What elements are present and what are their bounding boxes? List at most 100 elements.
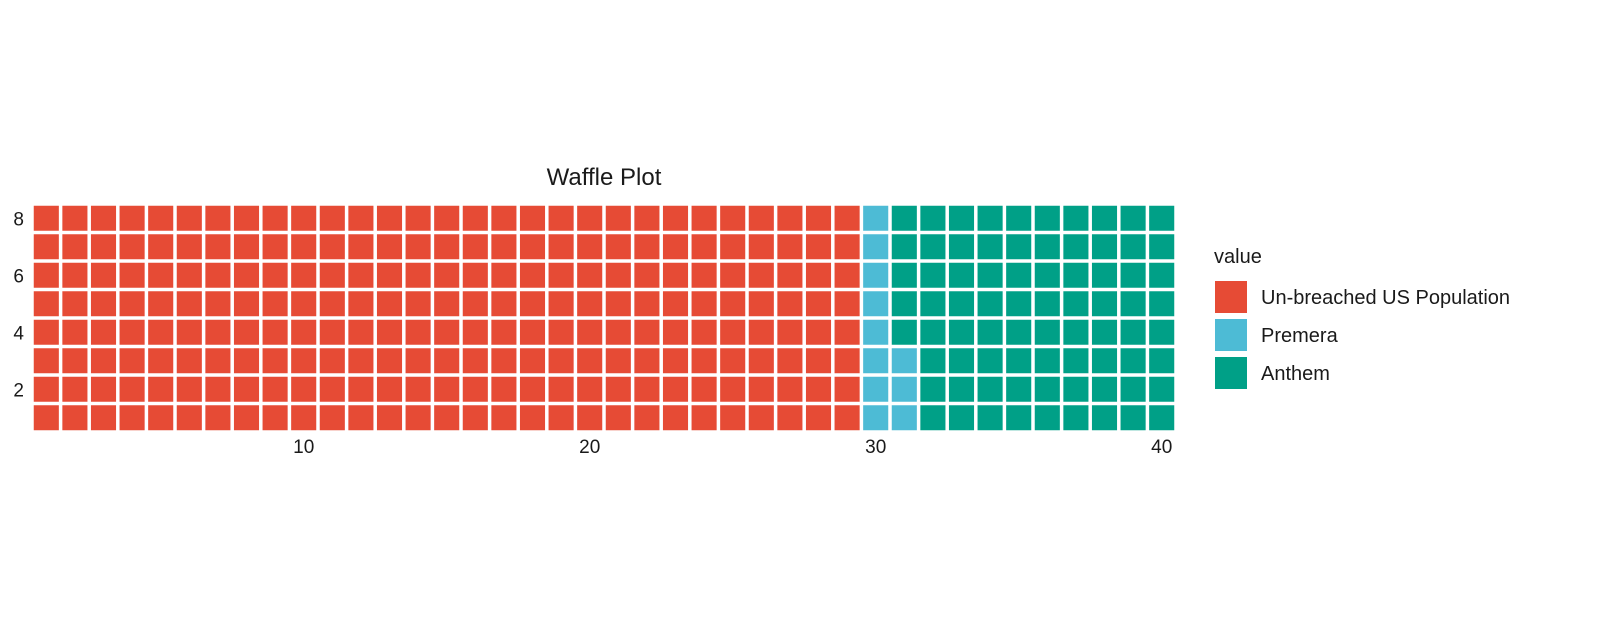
- waffle-cell: [262, 319, 288, 345]
- waffle-cell: [977, 405, 1003, 431]
- waffle-cell: [519, 234, 546, 260]
- waffle-cell: [748, 291, 774, 317]
- waffle-cell: [548, 234, 574, 260]
- waffle-cell: [119, 376, 145, 402]
- chart-title: Waffle Plot: [547, 164, 662, 191]
- waffle-cell: [634, 405, 660, 431]
- waffle-cell: [1006, 405, 1032, 431]
- waffle-cell: [977, 234, 1003, 260]
- waffle-cell: [777, 205, 803, 231]
- waffle-cell: [948, 262, 975, 288]
- waffle-cell: [1034, 319, 1060, 345]
- waffle-cell: [720, 205, 746, 231]
- waffle-cell: [605, 234, 631, 260]
- waffle-cell: [62, 348, 88, 374]
- waffle-cell: [1091, 291, 1118, 317]
- waffle-cell: [691, 291, 717, 317]
- waffle-cell: [119, 262, 145, 288]
- waffle-cell: [205, 205, 231, 231]
- waffle-cell: [90, 376, 117, 402]
- waffle-cell: [920, 262, 946, 288]
- waffle-cell: [119, 234, 145, 260]
- waffle-cell: [319, 348, 345, 374]
- waffle-cell: [90, 262, 117, 288]
- waffle-cell: [205, 319, 231, 345]
- y-tick-label: 8: [13, 209, 24, 230]
- waffle-cell: [1120, 376, 1146, 402]
- waffle-cell: [176, 348, 202, 374]
- waffle-cell: [262, 234, 288, 260]
- waffle-cells: [33, 205, 1175, 431]
- waffle-cell: [434, 376, 460, 402]
- waffle-cell: [662, 205, 689, 231]
- waffle-cell: [834, 291, 860, 317]
- waffle-cell: [1149, 319, 1175, 345]
- waffle-cell: [519, 405, 546, 431]
- waffle-cell: [348, 348, 374, 374]
- waffle-cell: [834, 376, 860, 402]
- waffle-cell: [1034, 348, 1060, 374]
- x-tick-label: 30: [865, 437, 886, 458]
- legend-label: Anthem: [1261, 363, 1330, 385]
- waffle-cell: [291, 205, 317, 231]
- waffle-cell: [119, 348, 145, 374]
- waffle-cell: [348, 376, 374, 402]
- waffle-cell: [548, 319, 574, 345]
- waffle-cell: [577, 234, 603, 260]
- legend-item: Un-breached US Population: [1215, 281, 1510, 313]
- waffle-cell: [519, 348, 546, 374]
- waffle-cell: [148, 234, 174, 260]
- waffle-cell: [90, 319, 117, 345]
- waffle-cell: [376, 234, 403, 260]
- waffle-cell: [148, 262, 174, 288]
- waffle-cell: [462, 291, 488, 317]
- waffle-cell: [33, 205, 59, 231]
- waffle-cell: [519, 205, 546, 231]
- waffle-cell: [405, 262, 431, 288]
- waffle-cell: [634, 234, 660, 260]
- waffle-cell: [491, 262, 517, 288]
- waffle-cell: [233, 234, 260, 260]
- waffle-cell: [605, 405, 631, 431]
- waffle-cell: [948, 234, 975, 260]
- waffle-cell: [1149, 405, 1175, 431]
- waffle-cell: [948, 376, 975, 402]
- waffle-cell: [777, 291, 803, 317]
- waffle-cell: [319, 376, 345, 402]
- waffle-cell: [577, 376, 603, 402]
- waffle-cell: [777, 376, 803, 402]
- waffle-cell: [462, 405, 488, 431]
- waffle-cell: [605, 348, 631, 374]
- legend-item: Anthem: [1215, 357, 1330, 389]
- legend-swatch: [1215, 357, 1247, 389]
- waffle-cell: [948, 205, 975, 231]
- waffle-cell: [634, 348, 660, 374]
- waffle-cell: [319, 234, 345, 260]
- waffle-cell: [577, 319, 603, 345]
- waffle-cell: [205, 291, 231, 317]
- waffle-cell: [462, 319, 488, 345]
- waffle-cell: [691, 205, 717, 231]
- waffle-cell: [1034, 291, 1060, 317]
- waffle-cell: [720, 405, 746, 431]
- waffle-cell: [1091, 405, 1118, 431]
- waffle-cell: [1120, 348, 1146, 374]
- waffle-cell: [405, 376, 431, 402]
- waffle-cell: [62, 205, 88, 231]
- waffle-cell: [548, 262, 574, 288]
- waffle-cell: [948, 348, 975, 374]
- waffle-cell: [1006, 234, 1032, 260]
- y-tick-label: 4: [13, 323, 24, 344]
- waffle-cell: [1034, 262, 1060, 288]
- waffle-cell: [777, 234, 803, 260]
- waffle-cell: [1091, 262, 1118, 288]
- waffle-cell: [33, 348, 59, 374]
- waffle-cell: [605, 291, 631, 317]
- waffle-cell: [863, 319, 889, 345]
- waffle-cell: [319, 262, 345, 288]
- legend-swatch: [1215, 319, 1247, 351]
- waffle-cell: [262, 262, 288, 288]
- waffle-cell: [462, 205, 488, 231]
- waffle-cell: [434, 262, 460, 288]
- waffle-cell: [834, 405, 860, 431]
